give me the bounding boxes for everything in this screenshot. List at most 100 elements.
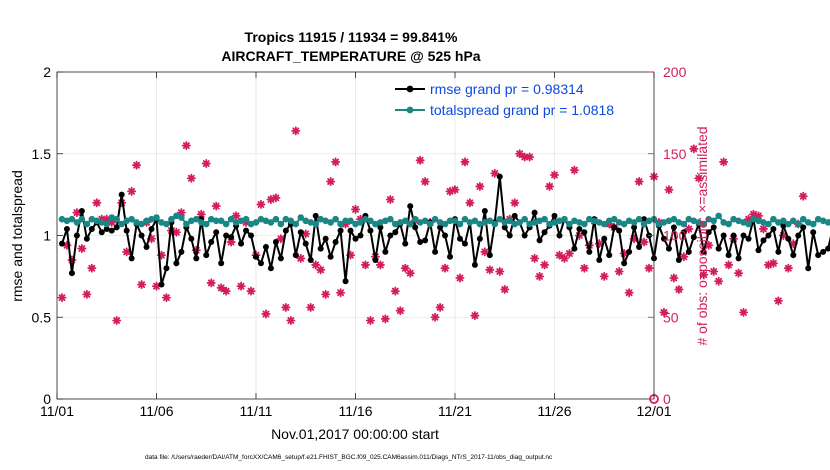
totalspread-point	[431, 215, 439, 223]
obs-count-point	[92, 198, 102, 208]
rmse-point	[272, 239, 279, 246]
totalspread-point	[387, 215, 394, 223]
totalspread-point	[785, 220, 792, 228]
totalspread-point	[207, 215, 215, 223]
rmse-point	[322, 235, 329, 242]
totalspread-point	[605, 217, 613, 225]
rmse-point	[551, 212, 558, 219]
rmse-point	[382, 248, 389, 255]
totalspread-point	[93, 217, 101, 225]
rmse-point	[307, 257, 314, 264]
obs-count-point	[768, 258, 778, 268]
totalspread-point	[173, 212, 180, 220]
obs-count-point	[699, 270, 709, 280]
totalspread-point	[342, 217, 349, 225]
x-axis-label: Nov.01,2017 00:00:00 start	[271, 426, 439, 442]
totalspread-point	[501, 219, 509, 226]
obs-count-point	[77, 244, 87, 254]
obs-count-point	[540, 260, 550, 270]
obs-count-point	[291, 126, 301, 136]
obs-count-point	[236, 281, 246, 291]
obs-count-point	[206, 278, 216, 288]
rmse-point	[337, 227, 344, 234]
totalspread-point	[655, 220, 663, 228]
rmse-point	[148, 225, 155, 232]
totalspread-point	[257, 215, 265, 223]
totalspread-point	[620, 220, 628, 228]
totalspread-point	[222, 220, 230, 228]
obs-count-point	[276, 234, 286, 244]
obs-count-point	[714, 276, 724, 286]
rmse-point	[765, 232, 772, 239]
rmse-point	[138, 232, 145, 239]
rmse-point	[685, 248, 692, 255]
totalspread-point	[148, 215, 155, 223]
x-tick-label: 12/01	[636, 403, 671, 419]
totalspread-point	[466, 219, 474, 226]
y-left-tick-label: 0	[43, 391, 51, 407]
totalspread-point	[426, 220, 434, 228]
totalspread-point	[745, 220, 752, 228]
rmse-point	[113, 224, 120, 231]
rmse-point	[690, 234, 697, 241]
rmse-point	[805, 265, 812, 272]
rmse-point	[417, 239, 424, 246]
rmse-point	[725, 252, 732, 259]
rmse-point	[486, 252, 493, 259]
obs-count-point	[569, 165, 579, 175]
totalspread-point	[421, 217, 429, 225]
rmse-point	[616, 227, 623, 234]
totalspread-point	[237, 217, 245, 225]
obs-count-point	[783, 263, 793, 273]
rmse-point	[501, 224, 508, 231]
totalspread-point	[392, 220, 399, 228]
obs-count-point	[231, 211, 241, 221]
obs-count-point	[326, 177, 336, 187]
obs-count-point	[151, 281, 162, 291]
rmse-point	[58, 240, 65, 247]
rmse-point	[815, 252, 822, 259]
totalspread-point	[804, 219, 812, 226]
rmse-point	[238, 240, 245, 247]
obs-count-point	[360, 260, 370, 270]
obs-count-point	[559, 253, 569, 263]
obs-count-point	[385, 195, 395, 205]
totalspread-point	[406, 220, 414, 228]
totalspread-point	[511, 220, 518, 228]
totalspread-point	[193, 215, 200, 223]
obs-count-point	[510, 198, 520, 208]
rmse-point	[735, 255, 742, 262]
totalspread-point	[546, 220, 553, 228]
obs-count-point	[669, 273, 679, 283]
totalspread-point	[715, 212, 722, 220]
totalspread-point	[790, 217, 797, 225]
obs-count-point	[614, 266, 624, 276]
y-left-tick-label: 0.5	[32, 309, 52, 325]
obs-count-point	[112, 316, 122, 326]
totalspread-point	[581, 220, 588, 228]
rmse-point	[402, 240, 409, 247]
obs-count-point	[480, 247, 490, 257]
obs-count-point	[679, 252, 689, 262]
totalspread-point	[675, 219, 683, 226]
totalspread-point	[312, 220, 320, 228]
rmse-point	[675, 257, 682, 264]
totalspread-point	[824, 219, 830, 226]
totalspread-point	[302, 217, 310, 225]
rmse-point	[208, 239, 215, 246]
obs-count-point	[440, 263, 450, 273]
totalspread-point	[680, 220, 688, 228]
rmse-point	[98, 229, 105, 236]
rmse-point	[541, 229, 548, 236]
obs-count-point	[57, 293, 67, 303]
obs-count-point	[495, 266, 505, 276]
obs-count-point	[599, 271, 609, 281]
rmse-point	[332, 239, 339, 246]
rmse-point	[352, 235, 359, 242]
rmse-point	[536, 237, 543, 244]
rmse-point	[83, 235, 90, 242]
rmse-point	[407, 203, 414, 210]
obs-count-point	[281, 302, 291, 312]
rmse-point	[626, 248, 633, 255]
rmse-point	[277, 255, 284, 262]
